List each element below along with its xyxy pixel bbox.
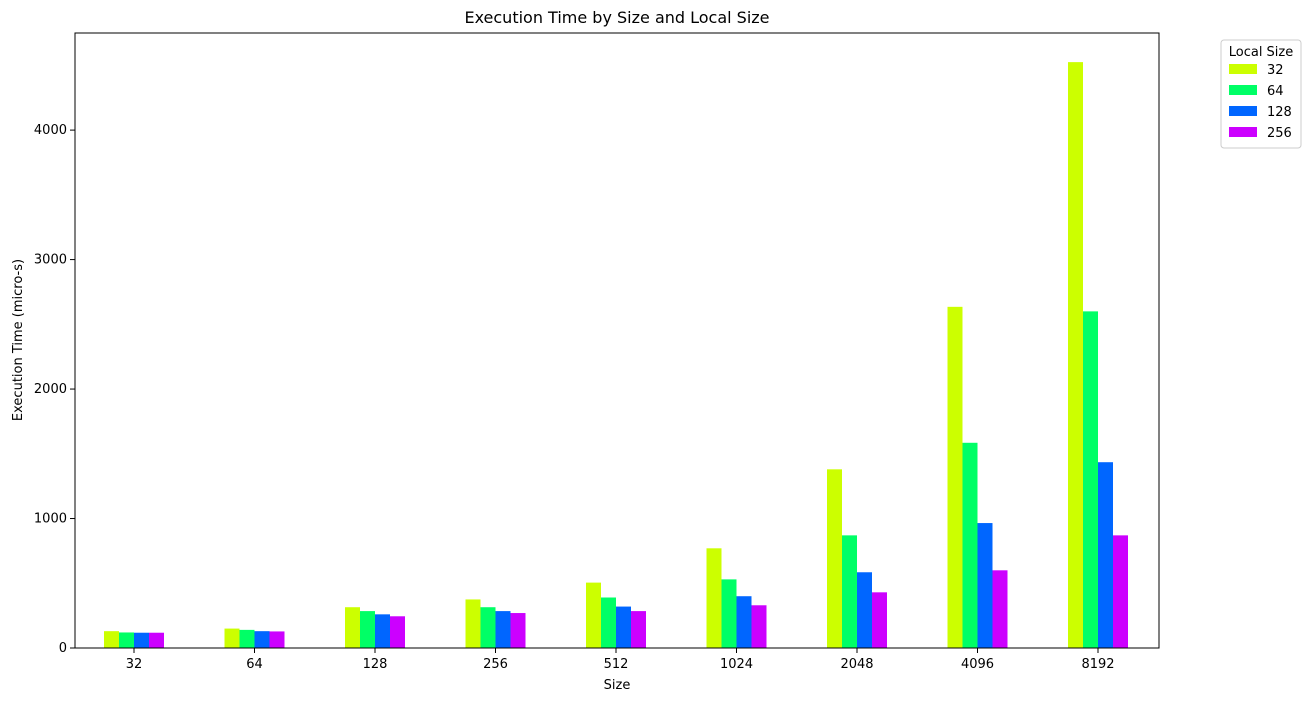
x-tick-label: 2048 — [840, 657, 873, 672]
legend-swatch-128 — [1229, 106, 1257, 116]
bar-8192-local-64 — [1083, 311, 1098, 648]
bar-64-local-64 — [239, 629, 255, 648]
bar-128-local-256 — [390, 616, 405, 648]
bar-128-local-64 — [360, 611, 375, 648]
bars-layer — [104, 62, 1128, 648]
legend-swatch-32 — [1229, 64, 1257, 74]
y-tick-label: 0 — [59, 641, 67, 656]
legend: Local Size 32 64 128 256 — [1220, 39, 1302, 149]
x-axis: 32 64 128 256 512 1024 2048 4096 8192 — [126, 648, 1115, 672]
bar-4096-local-256 — [992, 570, 1008, 648]
bar-32-local-256 — [149, 632, 164, 648]
bar-128-local-32 — [345, 607, 360, 648]
bar-1024-local-256 — [751, 605, 767, 648]
bar-128-local-128 — [375, 614, 390, 648]
x-tick-label: 1024 — [720, 657, 753, 672]
y-axis-label: Execution Time (micro-s) — [11, 259, 26, 421]
y-tick-label: 4000 — [34, 123, 67, 138]
bar-8192-local-128 — [1098, 462, 1113, 648]
y-tick-label: 2000 — [34, 382, 67, 397]
y-axis: 0 1000 2000 3000 4000 — [34, 123, 75, 656]
legend-label-128: 128 — [1267, 105, 1292, 120]
y-tick-label: 1000 — [34, 512, 67, 527]
legend-swatch-256 — [1229, 127, 1257, 137]
bar-32-local-32 — [104, 631, 119, 648]
bar-256-local-32 — [465, 599, 481, 648]
bar-64-local-128 — [254, 631, 270, 648]
chart-title: Execution Time by Size and Local Size — [464, 8, 769, 27]
bar-4096-local-64 — [962, 442, 978, 648]
bar-512-local-32 — [586, 582, 601, 648]
bar-4096-local-32 — [947, 306, 963, 648]
bar-512-local-128 — [616, 606, 631, 648]
bar-64-local-32 — [224, 628, 240, 648]
bar-1024-local-64 — [721, 579, 737, 648]
bar-64-local-256 — [269, 631, 285, 648]
bar-2048-local-128 — [857, 572, 872, 648]
bar-256-local-256 — [510, 613, 526, 648]
bar-8192-local-32 — [1068, 62, 1083, 648]
x-tick-label: 8192 — [1081, 657, 1114, 672]
legend-items: 32 64 128 256 — [1229, 63, 1292, 141]
legend-label-256: 256 — [1267, 126, 1292, 141]
y-tick-label: 3000 — [34, 253, 67, 268]
bar-256-local-64 — [480, 607, 496, 648]
x-tick-label: 256 — [483, 657, 508, 672]
bar-1024-local-32 — [706, 548, 722, 648]
bar-2048-local-32 — [827, 469, 842, 648]
x-tick-label: 64 — [246, 657, 263, 672]
bar-256-local-128 — [495, 611, 511, 648]
legend-swatch-64 — [1229, 85, 1257, 95]
bar-32-local-128 — [134, 632, 149, 648]
bar-2048-local-64 — [842, 535, 857, 648]
bar-32-local-64 — [119, 632, 134, 648]
bar-8192-local-256 — [1113, 535, 1128, 648]
x-tick-label: 4096 — [961, 657, 994, 672]
bar-4096-local-128 — [977, 523, 993, 648]
legend-title: Local Size — [1229, 45, 1294, 60]
bar-2048-local-256 — [872, 592, 887, 648]
x-axis-label: Size — [604, 678, 631, 693]
legend-label-64: 64 — [1267, 84, 1284, 99]
x-tick-label: 512 — [604, 657, 629, 672]
bar-512-local-64 — [601, 597, 616, 648]
bar-1024-local-128 — [736, 596, 752, 648]
bar-512-local-256 — [631, 611, 646, 648]
x-tick-label: 32 — [126, 657, 143, 672]
x-tick-label: 128 — [363, 657, 388, 672]
plot-frame — [74, 32, 1160, 649]
legend-label-32: 32 — [1267, 63, 1284, 78]
